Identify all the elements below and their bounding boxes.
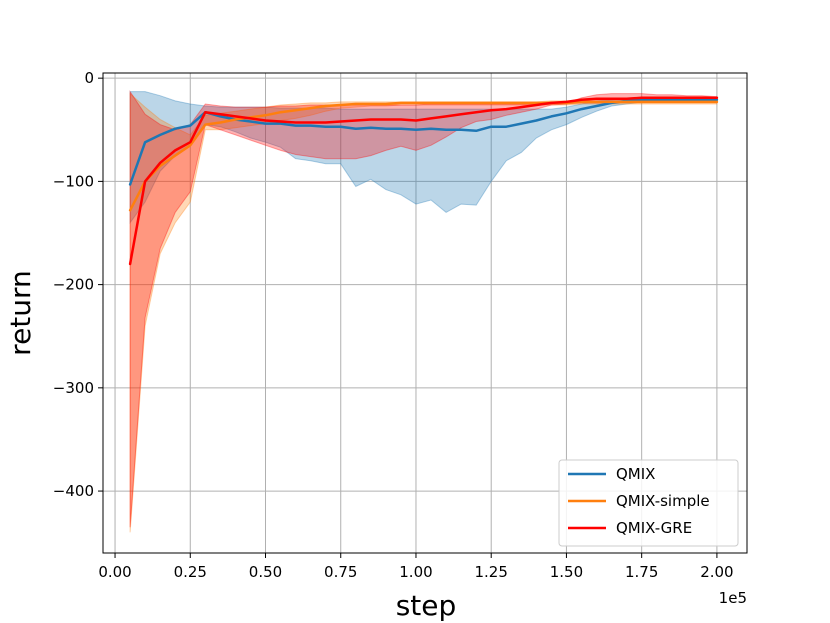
line-qmix-gre — [128, 96, 719, 266]
x-tick-label: 1.00 — [399, 563, 432, 581]
plot-frame — [102, 72, 748, 554]
x-tick-label: 0.25 — [174, 563, 207, 581]
y-tick-label: −100 — [53, 172, 94, 190]
band-qmix-simple — [129, 92, 718, 533]
x-axis-offset-label: 1e5 — [719, 589, 747, 607]
x-tick-label: 0.00 — [98, 563, 131, 581]
x-tick-label: 0.50 — [249, 563, 282, 581]
line-qmix-simple — [128, 100, 719, 212]
x-tick-label: 1.50 — [550, 563, 583, 581]
legend-label-qmix: QMIX — [616, 465, 655, 483]
x-axis-label: step — [396, 589, 457, 622]
y-tick-label: −400 — [53, 482, 94, 500]
legend: QMIX QMIX-simple QMIX-GRE — [558, 459, 739, 547]
axis-ticks: 0.00 0.25 0.50 0.75 1.00 1.25 1.50 1.75 2.00 0 −10… — [53, 69, 734, 581]
series-lines — [128, 96, 719, 266]
y-tick-label: 0 — [84, 69, 94, 87]
legend-label-qmix-gre: QMIX-GRE — [616, 519, 692, 537]
y-tick-label: −200 — [53, 276, 94, 294]
legend-box — [558, 459, 739, 547]
y-tick-label: −300 — [53, 379, 94, 397]
x-tick-label: 1.25 — [475, 563, 508, 581]
legend-label-qmix-simple: QMIX-simple — [616, 492, 710, 510]
x-tick-label: 1.75 — [625, 563, 658, 581]
x-tick-label: 0.75 — [324, 563, 357, 581]
x-tick-label: 2.00 — [700, 563, 733, 581]
y-axis-label: return — [4, 270, 37, 356]
